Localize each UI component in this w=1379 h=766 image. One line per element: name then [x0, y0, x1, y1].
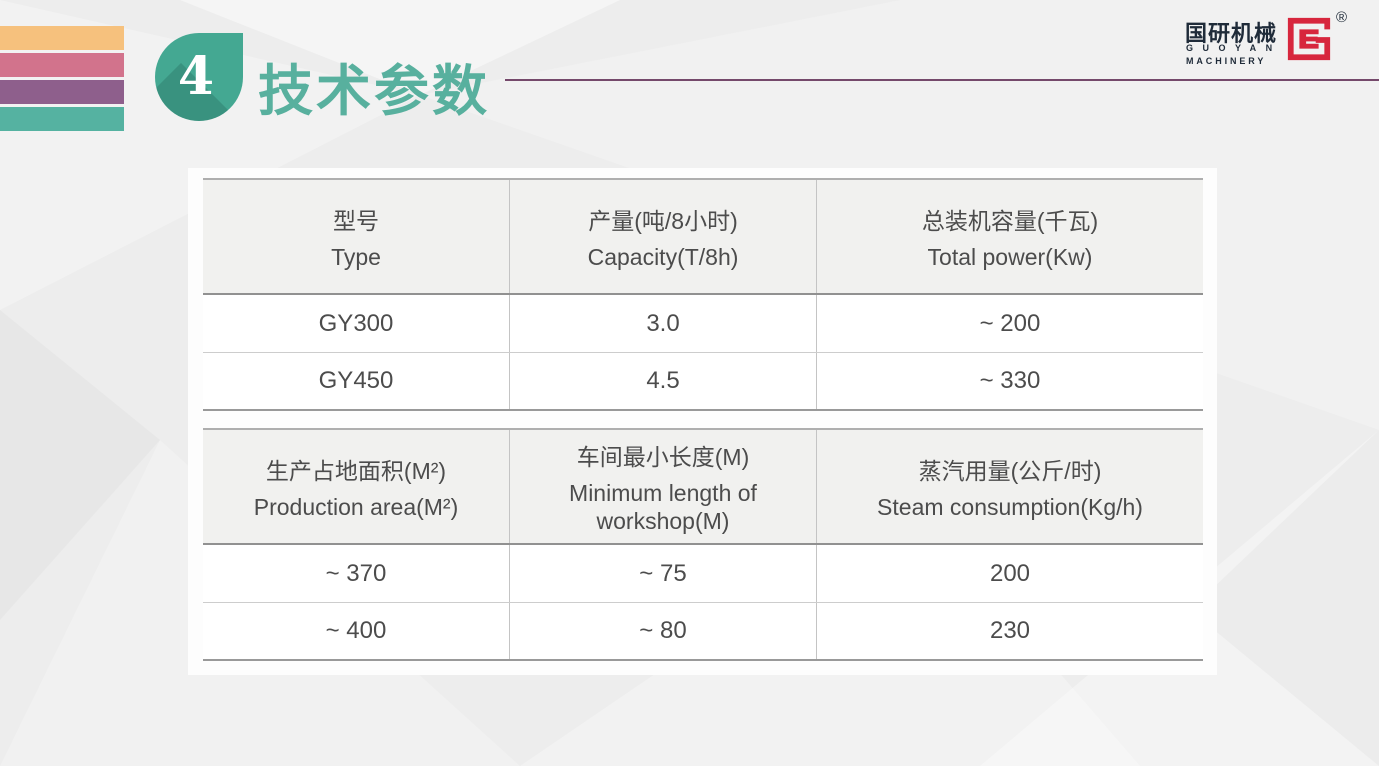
table-row-gy450: GY450 4.5 ~ 330	[203, 353, 1203, 411]
table-cell: 3.0	[509, 295, 816, 352]
badge-number: 4	[177, 45, 215, 107]
logo-chinese-name: 国研机械	[1185, 21, 1278, 46]
table-cell: ~ 330	[816, 353, 1203, 409]
header-cn: 型号	[333, 207, 379, 234]
header-en: Type	[331, 243, 381, 270]
registered-trademark-icon: ®	[1336, 9, 1348, 26]
logo-g-mark-icon	[1287, 17, 1331, 61]
spec-table-upper: 型号 Type 产量(吨/8小时) Capacity(T/8h) 总装机容量(千…	[203, 178, 1203, 411]
table-header-row: 型号 Type 产量(吨/8小时) Capacity(T/8h) 总装机容量(千…	[203, 178, 1203, 295]
stripe-pink	[0, 53, 124, 77]
logo-english-name-2: MACHINERY	[1186, 56, 1267, 66]
header-cell-production-area: 生产占地面积(M²) Production area(M²)	[203, 430, 509, 543]
header-cn: 蒸汽用量(公斤/时)	[918, 457, 1102, 484]
stripe-purple	[0, 80, 124, 104]
header-en: Production area(M²)	[253, 493, 459, 520]
header-cell-total-power: 总装机容量(千瓦) Total power(Kw)	[816, 180, 1203, 293]
header-cell-capacity: 产量(吨/8小时) Capacity(T/8h)	[509, 180, 816, 293]
table-row-370: ~ 370 ~ 75 200	[203, 545, 1203, 603]
table-cell: 4.5	[509, 353, 816, 409]
table-cell: 230	[816, 603, 1203, 659]
spec-table-lower: 生产占地面积(M²) Production area(M²) 车间最小长度(M)…	[203, 428, 1203, 661]
header-en: Steam consumption(Kg/h)	[877, 493, 1143, 520]
header-cell-steam-consumption: 蒸汽用量(公斤/时) Steam consumption(Kg/h)	[816, 430, 1203, 543]
header-cn: 产量(吨/8小时)	[588, 207, 738, 234]
table-cell: ~ 200	[816, 295, 1203, 352]
company-logo: 国研机械 GUOYAN MACHINERY ®	[1185, 9, 1357, 71]
table-cell: ~ 80	[509, 603, 816, 659]
logo-english-name: GUOYAN	[1186, 43, 1282, 53]
stripe-orange	[0, 26, 124, 50]
page-title: 技术参数	[258, 58, 491, 123]
table-cell: ~ 75	[509, 545, 816, 602]
table-header-row: 生产占地面积(M²) Production area(M²) 车间最小长度(M)…	[203, 428, 1203, 545]
table-row-400: ~ 400 ~ 80 230	[203, 603, 1203, 661]
header-cell-min-length: 车间最小长度(M) Minimum length of workshop(M)	[509, 430, 816, 543]
header-cn: 总装机容量(千瓦)	[921, 207, 1099, 234]
header-cell-type: 型号 Type	[203, 180, 509, 293]
header-cn: 生产占地面积(M²)	[265, 457, 447, 484]
section-number-badge: 4	[155, 33, 243, 121]
header-en: Total power(Kw)	[927, 243, 1093, 270]
header-en: Minimum length of workshop(M)	[569, 479, 757, 534]
header-en: Capacity(T/8h)	[587, 243, 739, 270]
table-cell: GY450	[318, 367, 394, 394]
stripe-teal	[0, 107, 124, 131]
table-cell: GY300	[318, 309, 394, 337]
table-cell: 200	[816, 545, 1203, 602]
header-cn: 车间最小长度(M)	[576, 443, 750, 470]
table-cell: ~ 400	[325, 617, 387, 644]
title-underline	[505, 79, 1379, 81]
table-row-gy300: GY300 3.0 ~ 200	[203, 295, 1203, 353]
table-cell: ~ 370	[325, 559, 387, 587]
